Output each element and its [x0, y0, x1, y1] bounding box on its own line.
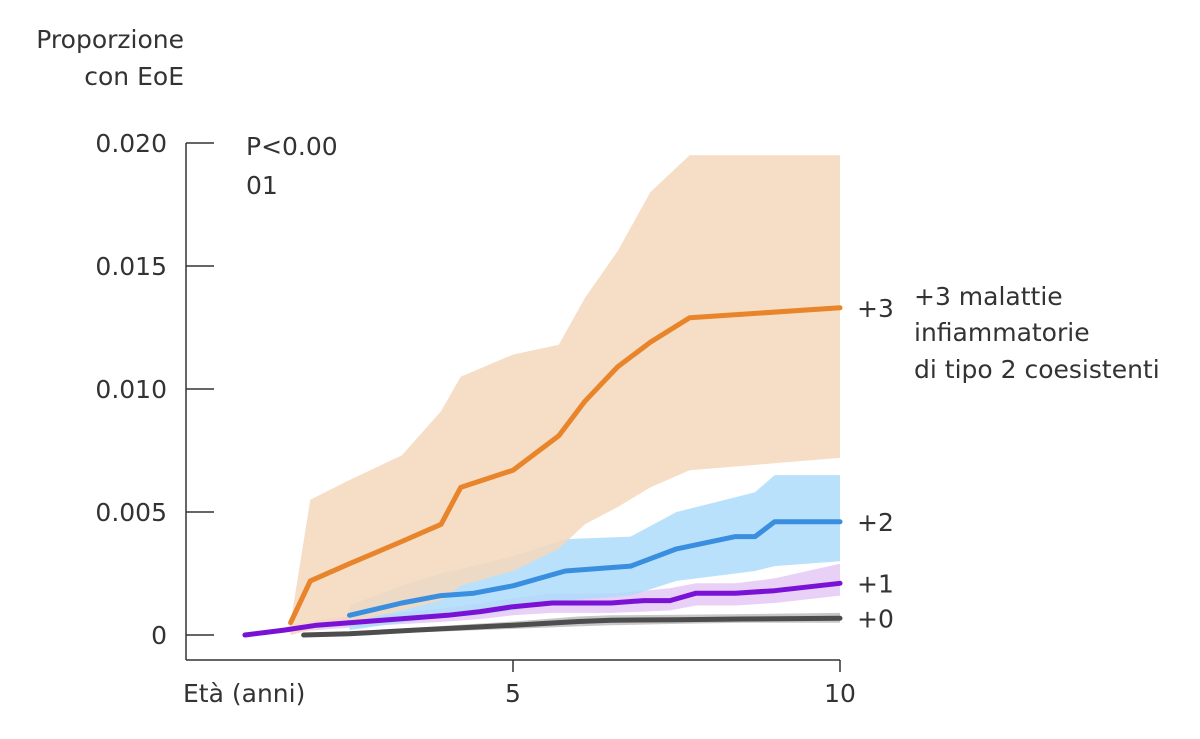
y-tick-label-1: 0.005: [95, 498, 167, 527]
legend-line-3: di tipo 2 coesistenti: [914, 355, 1160, 384]
series-label-+3: +3: [857, 294, 894, 323]
confidence-bands: [244, 155, 841, 636]
series-label-+2: +2: [857, 508, 894, 537]
series-label-+0: +0: [857, 604, 894, 633]
y-tick-label-0: 0: [151, 621, 167, 650]
series-end-labels: +0 +1 +2 +3: [857, 294, 894, 633]
y-tick-label-2: 0.010: [95, 375, 167, 404]
legend-line-2: infiammatorie: [914, 318, 1090, 347]
x-tick-label-1: 10: [824, 679, 856, 708]
x-tick-label-0: 5: [505, 679, 521, 708]
legend-line-1: +3 malattie: [914, 282, 1063, 311]
y-axis-title-line-2: con EoE: [84, 62, 184, 91]
y-tick-label-4: 0.020: [95, 129, 167, 158]
series-line-+2: [347, 519, 843, 618]
series-lines: [242, 305, 843, 638]
series-label-+1: +1: [857, 569, 894, 598]
series-line-+0: [301, 615, 843, 638]
axis-ticks: 0 0.005 0.010 0.015 0.020 5 10: [95, 129, 855, 708]
confidence-band-+3: [290, 155, 841, 636]
series-line-+1: [242, 580, 843, 638]
y-axis-title-line-1: Proporzione: [36, 25, 184, 54]
x-axis-title: Età (anni): [183, 679, 305, 708]
p-value-line-1: P<0.00: [246, 132, 338, 161]
series-line-+3: [288, 305, 843, 626]
y-tick-label-3: 0.015: [95, 252, 167, 281]
p-value-line-2: 01: [246, 171, 278, 200]
